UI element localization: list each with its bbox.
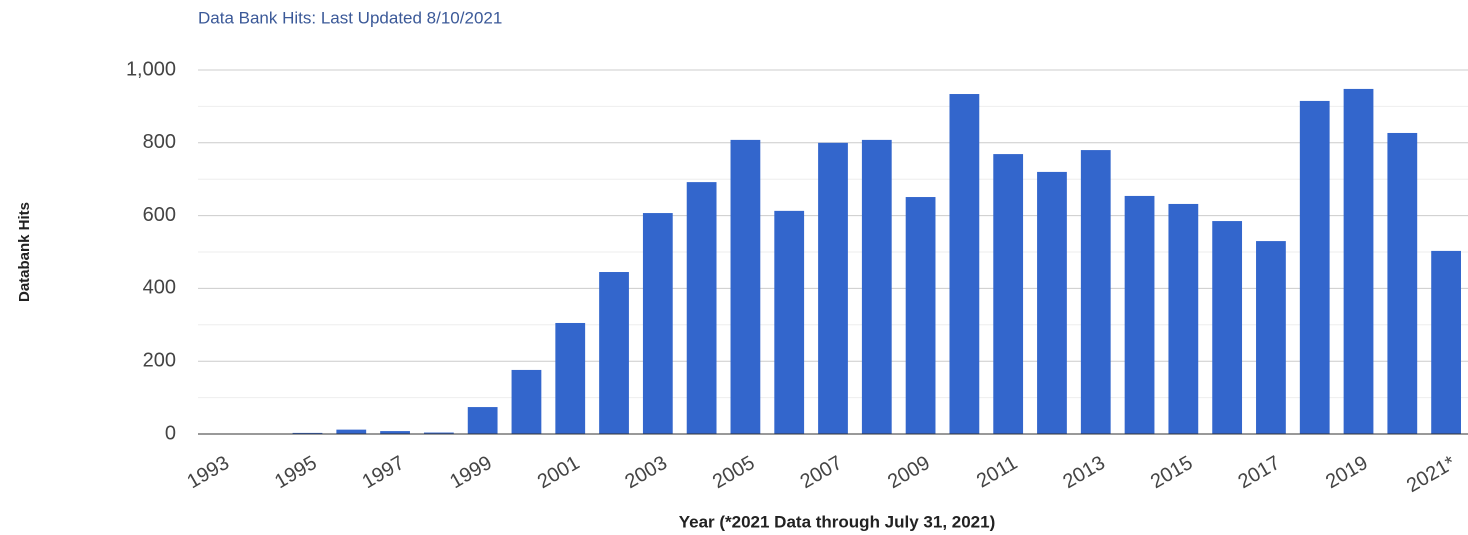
bar — [336, 429, 367, 434]
y-tick-label: 600 — [143, 204, 176, 226]
x-axis-title: Year (*2021 Data through July 31, 2021) — [679, 512, 996, 531]
x-tick-label: 2013 — [1059, 452, 1109, 493]
x-tick-label: 2003 — [621, 452, 671, 493]
bar — [467, 407, 498, 434]
bar — [861, 139, 892, 434]
bar — [1037, 171, 1067, 435]
y-tick-label: 400 — [143, 277, 176, 299]
y-tick-label: 1,000 — [126, 58, 176, 80]
x-tick-label: 2005 — [709, 452, 759, 493]
y-tick-label: 800 — [143, 131, 176, 153]
bar — [1168, 203, 1199, 434]
x-tick-label: 1997 — [359, 452, 409, 493]
x-tick-label: 2017 — [1235, 452, 1285, 493]
bar — [1343, 88, 1374, 434]
bar — [774, 210, 805, 434]
chart-title: Data Bank Hits: Last Updated 8/10/2021 — [198, 8, 502, 27]
bar — [1387, 132, 1418, 435]
bar — [380, 431, 410, 434]
y-axis-title: Databank Hits — [16, 202, 33, 302]
x-tick-label: 2001 — [534, 452, 584, 493]
bar — [818, 142, 848, 435]
bar — [511, 369, 542, 434]
x-tick-label: 1999 — [446, 452, 496, 493]
x-tick-label: 2019 — [1322, 452, 1372, 493]
bar — [599, 272, 629, 434]
bar — [642, 213, 673, 434]
bar — [686, 182, 717, 434]
bar — [1124, 195, 1155, 434]
y-tick-label: 0 — [165, 422, 176, 444]
bar — [1080, 150, 1111, 434]
bar — [1431, 250, 1461, 434]
x-tick-label: 2015 — [1147, 452, 1197, 493]
bar — [423, 432, 454, 434]
x-tick-label: 1993 — [183, 452, 233, 493]
bar — [993, 154, 1024, 435]
x-tick-label: 2011 — [973, 452, 1021, 493]
x-tick-label: 1995 — [271, 452, 321, 493]
bar — [730, 139, 761, 434]
x-tick-label: 2009 — [884, 452, 934, 493]
bar — [555, 322, 586, 434]
y-tick-label: 200 — [143, 349, 176, 371]
x-tick-label: 2021* — [1403, 452, 1459, 497]
bar — [905, 197, 936, 434]
x-tick-label: 2007 — [797, 452, 847, 493]
bar — [949, 94, 980, 435]
bar — [1299, 100, 1330, 434]
bar — [1212, 221, 1243, 434]
bar — [292, 432, 323, 434]
bar — [1256, 241, 1286, 434]
